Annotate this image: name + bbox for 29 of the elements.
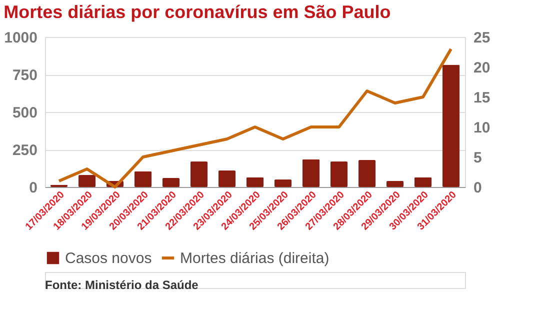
chart-title: Mortes diárias por coronavírus em São Paulo [4, 2, 391, 22]
bar [162, 178, 180, 187]
bar [386, 181, 404, 187]
y2-tick-label: 0 [474, 180, 482, 196]
y2-tick-label: 20 [474, 60, 490, 76]
bar [246, 177, 264, 187]
y2-tick-label: 25 [474, 30, 490, 46]
y2-tick-label: 10 [474, 120, 490, 136]
source-note: Fonte: Ministério da Saúde [45, 278, 199, 292]
y-tick-label: 250 [12, 142, 38, 159]
legend-label: Mortes diárias (direita) [180, 250, 330, 267]
bar [442, 64, 460, 187]
bar [330, 162, 348, 187]
bar [218, 170, 236, 187]
bar [358, 160, 376, 187]
bar [78, 175, 96, 187]
y2-tick-label: 15 [474, 90, 490, 106]
bar [414, 177, 432, 187]
line-series [58, 48, 452, 188]
bar [190, 162, 208, 187]
bar [302, 159, 320, 187]
bar [274, 180, 292, 187]
bar [134, 171, 152, 187]
y2-tick-label: 5 [474, 150, 482, 166]
y-tick-label: 0 [29, 180, 38, 196]
y-tick-label: 1000 [4, 30, 38, 46]
y-tick-label: 750 [12, 67, 38, 84]
legend-label: Casos novos [65, 250, 152, 267]
y-tick-label: 500 [12, 104, 38, 122]
